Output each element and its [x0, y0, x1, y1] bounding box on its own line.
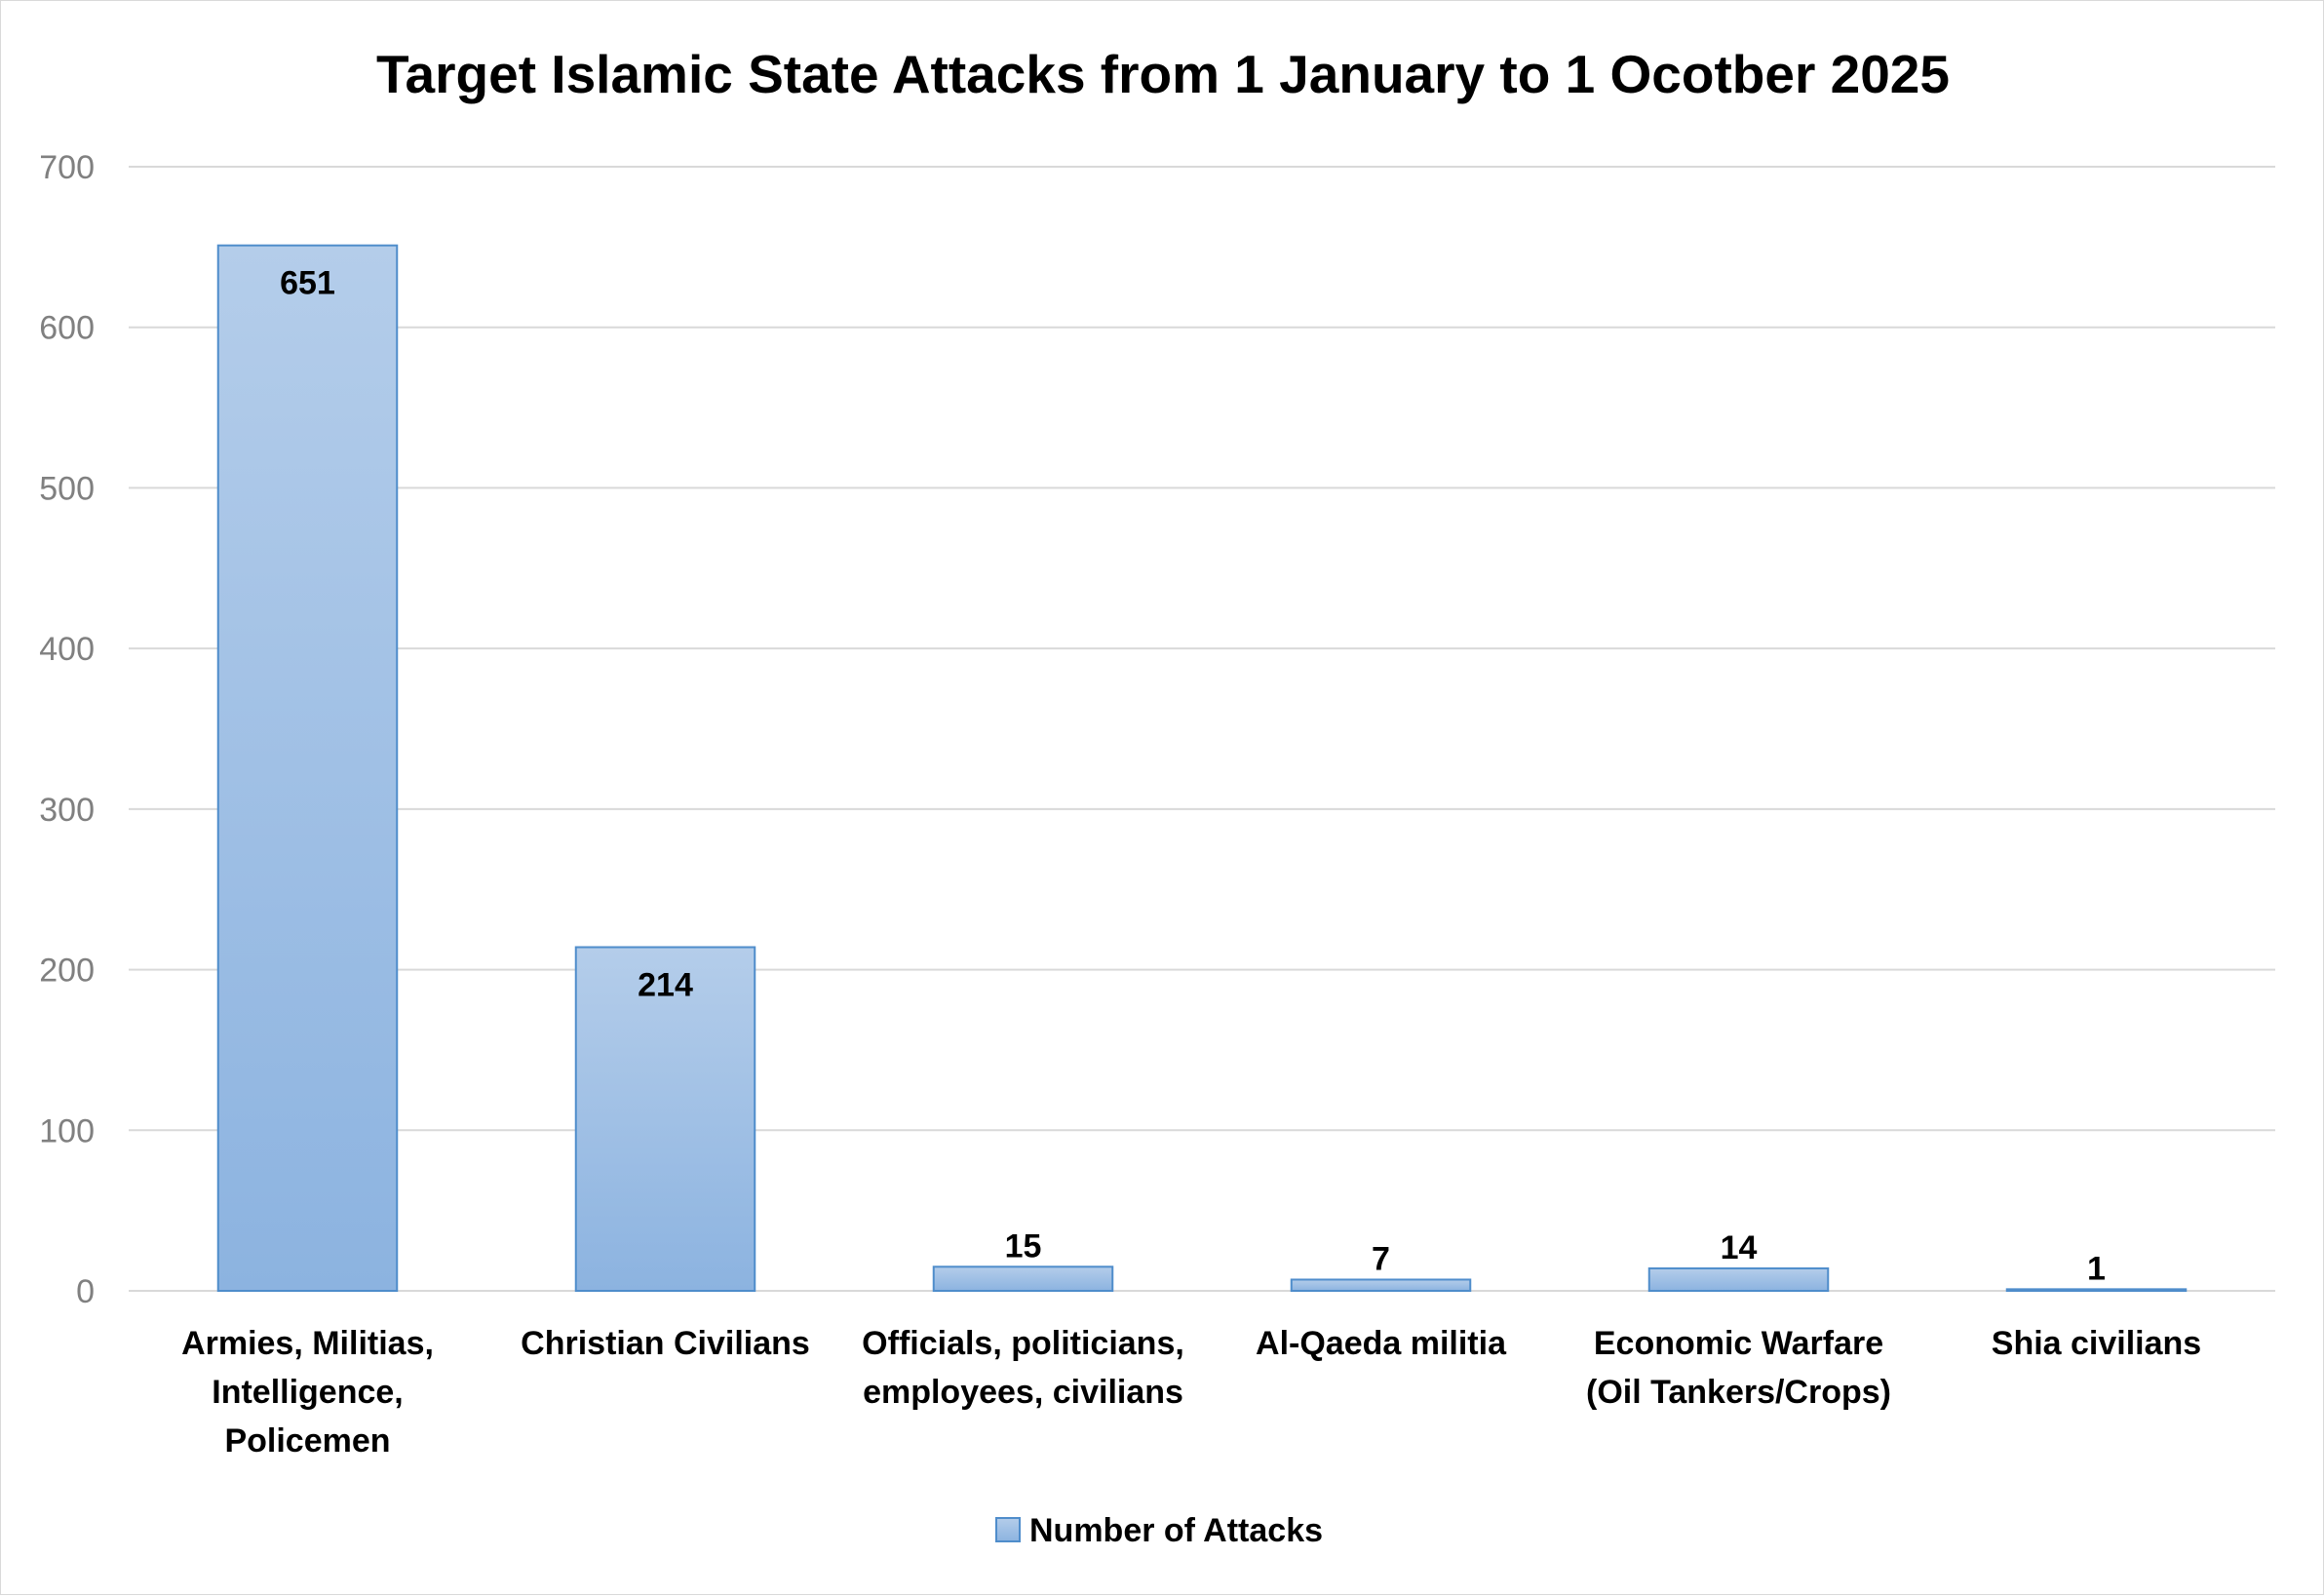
- bar: [932, 1265, 1114, 1292]
- x-axis-tick-labels: Armies, Militias, Intelligence, Policemen C…: [181, 1325, 2201, 1460]
- y-axis-tick-labels: 0 100 200 300 400 500 600 700: [39, 149, 95, 1310]
- x-tick-label: Christian Civilians: [521, 1325, 810, 1362]
- y-tick-label: 100: [39, 1112, 95, 1149]
- data-label: 14: [1721, 1229, 1758, 1266]
- x-tick-label: Policemen: [224, 1422, 390, 1460]
- bar: [216, 244, 399, 1293]
- x-tick-label: Economic Warfare: [1594, 1325, 1883, 1362]
- x-tick-label: (Oil Tankers/Crops): [1586, 1374, 1891, 1411]
- data-label: 7: [1372, 1240, 1390, 1277]
- y-tick-label: 300: [39, 792, 95, 829]
- x-tick-label: Intelligence,: [212, 1374, 404, 1411]
- x-tick-label: Officials, politicians,: [862, 1325, 1184, 1362]
- data-labels: 651 214 15 7 14 1: [280, 265, 2106, 1288]
- data-label: 214: [638, 967, 693, 1004]
- y-tick-label: 400: [39, 631, 95, 668]
- legend-label: Number of Attacks: [1029, 1512, 1323, 1549]
- legend-swatch: [995, 1517, 1021, 1542]
- data-label: 1: [2087, 1250, 2106, 1287]
- x-tick-label: Al-Qaeda militia: [1256, 1325, 1507, 1362]
- bars: [216, 244, 2188, 1293]
- x-tick-label: employees, civilians: [863, 1374, 1183, 1411]
- bar: [574, 946, 756, 1292]
- x-tick-label: Shia civilians: [1992, 1325, 2201, 1362]
- bar: [2005, 1288, 2188, 1293]
- y-tick-label: 0: [76, 1273, 95, 1310]
- y-tick-label: 500: [39, 470, 95, 507]
- gridlines: [129, 166, 2275, 1292]
- bar: [1647, 1266, 1830, 1292]
- data-label: 651: [280, 265, 335, 302]
- data-label: 15: [1005, 1227, 1042, 1265]
- bar: [1290, 1278, 1472, 1292]
- y-tick-label: 700: [39, 149, 95, 186]
- y-tick-label: 600: [39, 310, 95, 347]
- x-tick-label: Armies, Militias,: [181, 1325, 434, 1362]
- y-tick-label: 200: [39, 953, 95, 990]
- legend: Number of Attacks: [995, 1512, 1323, 1549]
- chart-title: Target Islamic State Attacks from 1 Janu…: [376, 44, 1950, 104]
